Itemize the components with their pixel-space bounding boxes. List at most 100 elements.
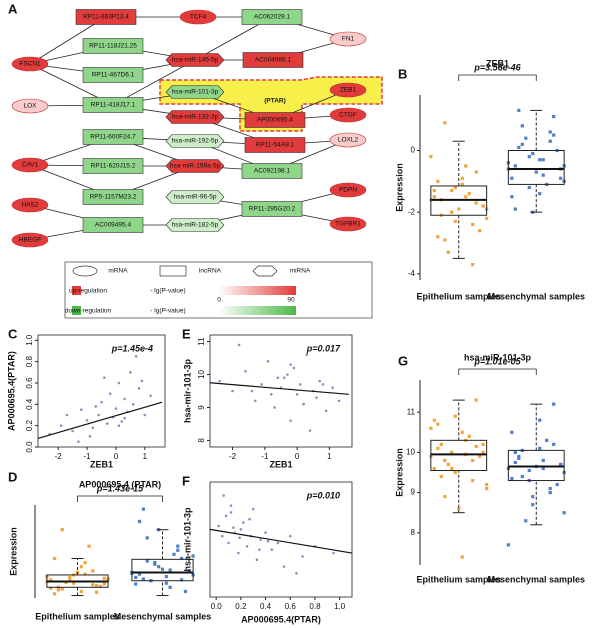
data-point bbox=[83, 572, 87, 576]
plot-frame bbox=[209, 334, 353, 448]
data-point bbox=[288, 534, 292, 538]
data-point bbox=[250, 389, 254, 393]
data-point bbox=[289, 419, 292, 422]
data-point bbox=[453, 185, 457, 190]
p-value: p=0.017 bbox=[306, 343, 341, 353]
y-tick-label: 11 bbox=[407, 407, 416, 416]
data-point bbox=[238, 536, 241, 540]
data-point bbox=[244, 369, 247, 373]
data-point bbox=[137, 387, 141, 390]
data-point bbox=[52, 556, 57, 561]
highlight-label: (PTAR) bbox=[264, 98, 286, 105]
legend-label: down-regulation bbox=[65, 308, 112, 315]
data-point bbox=[87, 544, 91, 548]
panel-letter: G bbox=[398, 353, 408, 368]
y-tick-label: 8 bbox=[197, 438, 206, 443]
data-point bbox=[552, 133, 556, 137]
data-point bbox=[474, 444, 478, 448]
p-value: p=3.56e-46 bbox=[473, 62, 521, 72]
data-point bbox=[131, 403, 135, 406]
node-shape bbox=[241, 163, 303, 179]
data-point bbox=[443, 495, 447, 499]
y-axis-label: hsa-mir-101-3p bbox=[182, 507, 192, 572]
data-point bbox=[453, 470, 457, 475]
data-point bbox=[474, 170, 478, 174]
node-shape bbox=[165, 110, 225, 124]
node-label: hsa-miR-96-5p bbox=[174, 194, 217, 201]
data-point bbox=[270, 392, 273, 396]
panel-letter: C bbox=[8, 326, 18, 341]
data-point bbox=[141, 507, 145, 511]
data-point bbox=[450, 466, 454, 471]
data-point bbox=[145, 536, 149, 540]
data-point bbox=[450, 188, 454, 193]
p-value: p=1.43e-15 bbox=[96, 483, 144, 493]
data-point bbox=[429, 426, 433, 430]
node-label: RP11-118J21.25 bbox=[89, 43, 137, 50]
node-shape bbox=[11, 56, 49, 72]
data-point bbox=[555, 482, 559, 487]
data-point bbox=[481, 204, 485, 208]
data-point bbox=[517, 145, 521, 150]
data-point bbox=[460, 176, 464, 180]
data-point bbox=[559, 176, 563, 180]
data-point bbox=[270, 548, 274, 551]
data-point bbox=[538, 418, 542, 422]
data-point bbox=[446, 250, 450, 254]
y-tick-label: 0.4 bbox=[25, 398, 34, 410]
data-point bbox=[436, 422, 440, 426]
data-point bbox=[305, 353, 309, 357]
x-tick-label: 1 bbox=[143, 452, 148, 461]
node-label: RP11-295G20.2 bbox=[249, 206, 296, 213]
plot-frame bbox=[37, 334, 166, 448]
node-shape bbox=[244, 137, 306, 153]
data-point bbox=[95, 584, 99, 588]
x-tick-label: Epithelium samples bbox=[35, 611, 120, 621]
node-shape bbox=[11, 197, 49, 213]
data-point bbox=[520, 142, 524, 146]
data-point bbox=[218, 379, 221, 383]
data-point bbox=[520, 474, 524, 479]
data-point bbox=[308, 429, 312, 432]
data-point bbox=[552, 402, 556, 406]
legend-label: lncRNA bbox=[199, 268, 222, 275]
data-point bbox=[79, 408, 83, 411]
data-point bbox=[229, 511, 233, 514]
data-point bbox=[464, 195, 468, 199]
data-point bbox=[266, 360, 270, 363]
data-point bbox=[153, 562, 157, 566]
node-label: TCF4 bbox=[190, 14, 207, 21]
data-point bbox=[227, 541, 230, 545]
data-point bbox=[531, 503, 535, 507]
data-point bbox=[446, 462, 450, 467]
legend-label: up-regulation bbox=[69, 288, 107, 295]
data-point bbox=[105, 422, 109, 425]
significance-bracket bbox=[458, 368, 537, 375]
data-point bbox=[164, 575, 168, 579]
significance-bracket bbox=[77, 495, 163, 502]
data-point bbox=[524, 136, 528, 140]
data-point bbox=[68, 575, 72, 580]
data-point bbox=[481, 450, 485, 454]
data-point bbox=[517, 108, 521, 113]
node-shape bbox=[82, 217, 144, 233]
x-tick-label: Epithelium samples bbox=[416, 291, 501, 301]
node-label: AC009495.4 bbox=[95, 222, 132, 229]
node-shape bbox=[165, 85, 225, 99]
x-tick-label: 1 bbox=[327, 452, 332, 461]
data-point bbox=[324, 409, 328, 413]
data-point bbox=[237, 343, 241, 347]
box bbox=[507, 150, 565, 185]
data-point bbox=[443, 121, 447, 125]
node-shape bbox=[329, 216, 367, 232]
data-point bbox=[102, 582, 106, 586]
node-label: RP11-600F24.7 bbox=[90, 134, 136, 141]
data-point bbox=[538, 446, 542, 450]
x-tick-label: 0.8 bbox=[309, 602, 321, 611]
node-label: hsa-miR-145-5p bbox=[172, 57, 219, 64]
node-label: hsa-miR-101-3p bbox=[172, 89, 219, 96]
data-point bbox=[478, 454, 482, 459]
y-tick-label: 9 bbox=[197, 405, 206, 410]
data-point bbox=[432, 418, 436, 422]
data-point bbox=[299, 383, 302, 386]
